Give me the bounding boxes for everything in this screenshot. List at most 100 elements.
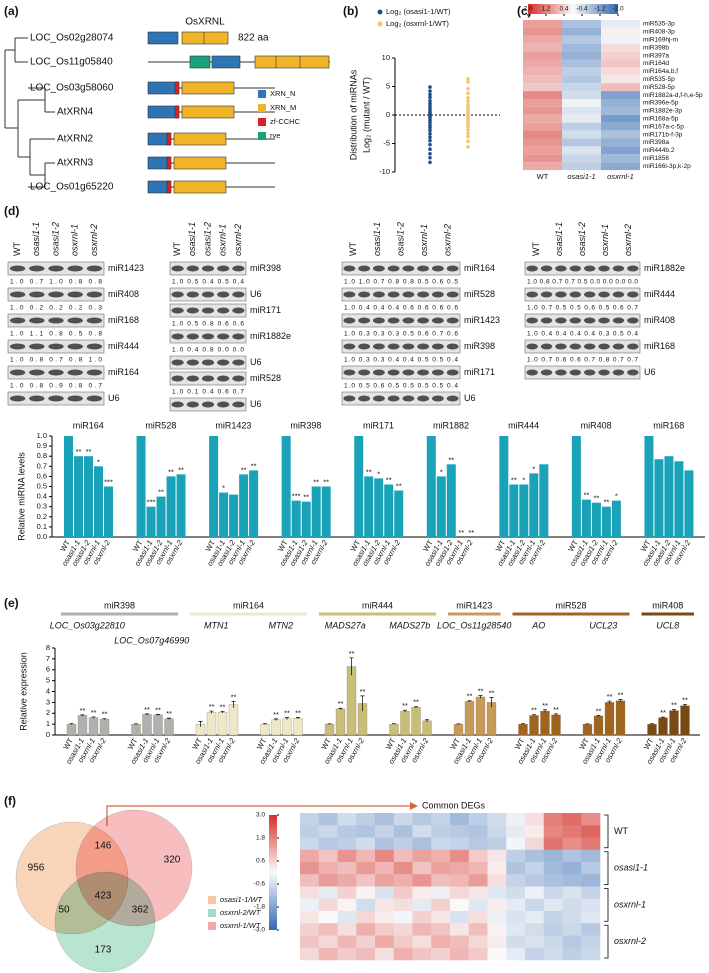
heatmap-cell (337, 837, 357, 851)
heatmap-cell (562, 898, 582, 912)
bar (228, 704, 239, 736)
blot-band (171, 291, 184, 298)
significance: ** (467, 692, 473, 701)
error-bar (532, 714, 536, 717)
bar (611, 500, 621, 537)
blot-band (201, 375, 215, 382)
heatmap-cell (523, 138, 562, 147)
blot-band (583, 369, 596, 376)
heatmap-cell (525, 898, 545, 912)
error-bar (521, 723, 525, 725)
point (466, 125, 470, 129)
group-label: osxrnl-2 (614, 936, 646, 946)
heatmap-cell (412, 862, 432, 875)
blot-band (431, 265, 444, 272)
row-label: miR164a,b,f (643, 68, 678, 75)
y-tick-label: 8 (46, 643, 50, 652)
significance: ** (220, 702, 226, 711)
venn-count: 320 (164, 855, 181, 866)
heatmap-cell (581, 923, 601, 936)
blot-band (67, 317, 83, 324)
heatmap-cell (601, 146, 640, 155)
blot-band (9, 291, 26, 298)
error-bar (403, 709, 407, 712)
significance: * (440, 467, 443, 476)
error-bar (69, 723, 74, 725)
legend-label: osxrnl-1/WT (220, 921, 262, 930)
bar (335, 708, 346, 736)
heatmap-cell (375, 898, 395, 912)
blot-band (387, 343, 400, 350)
heatmap-cell (318, 898, 338, 912)
point (428, 142, 432, 147)
lane-header: osxrnl-1 (419, 224, 429, 256)
y-tick-label: 10 (382, 53, 390, 62)
heatmap-cell (487, 947, 507, 961)
error-bar (167, 717, 171, 720)
error-bar (607, 700, 612, 704)
heatmap-cell (601, 114, 640, 123)
y-tick-label: -5 (383, 138, 390, 147)
mirna-label: miR1423 (456, 600, 492, 610)
domain-box (166, 132, 172, 146)
domain-title: OsXRNL (185, 17, 225, 28)
heatmap-cell (431, 923, 451, 936)
heatmap-cell (450, 911, 470, 924)
bar (166, 476, 176, 537)
blot-band (358, 343, 371, 350)
heatmap-cell (601, 43, 640, 52)
blot-band (402, 369, 415, 376)
error-bar (489, 697, 494, 708)
blot-band (171, 375, 184, 382)
heatmap-cell (300, 935, 320, 949)
heatmap-cell (393, 849, 413, 863)
heatmap-cell (412, 923, 432, 936)
y-tick-label: 1.0 (37, 431, 47, 440)
point (466, 139, 470, 144)
bar (464, 701, 475, 736)
domain-box (189, 55, 211, 69)
legend-label: rve (270, 131, 280, 140)
heatmap-cell (468, 862, 488, 875)
heatmap-cell (523, 20, 562, 28)
y-tick-label: 0.5 (37, 481, 47, 490)
blot-label: miR168 (108, 315, 139, 325)
heatmap-cell (523, 67, 562, 76)
blot-band (526, 369, 538, 376)
heatmap-cell (375, 825, 395, 838)
blot-band (201, 291, 215, 298)
blot-band (48, 369, 64, 376)
blot-band (387, 317, 400, 324)
heatmap-cell (356, 898, 376, 912)
error-bar (650, 723, 654, 725)
bar (591, 502, 601, 537)
blot-label: U6 (250, 357, 262, 367)
blot-band (186, 333, 199, 340)
bar (529, 473, 539, 537)
heatmap-cell (601, 75, 640, 84)
bar (260, 723, 270, 736)
point (428, 89, 432, 93)
group-label: miR408 (581, 420, 612, 430)
column-label: osasi1-1 (567, 172, 595, 181)
y-tick-label: 0.6 (37, 471, 47, 480)
heatmap-cell (431, 898, 451, 912)
heatmap-cell (318, 837, 338, 851)
heatmap-cell (562, 51, 601, 60)
blot-band (29, 343, 45, 350)
bar (680, 705, 690, 736)
mirna-label: miR528 (555, 600, 586, 610)
heatmap-cell (300, 862, 320, 875)
blot-band (569, 343, 582, 350)
point (466, 102, 470, 107)
heatmap-cell (393, 923, 413, 936)
significance: ** (144, 705, 150, 714)
heatmap-cell (543, 923, 563, 936)
legend-label: zf-CCHC (270, 117, 301, 126)
blot (341, 365, 461, 380)
blot-band (67, 265, 83, 272)
blot-band (186, 401, 199, 408)
blot-band (372, 369, 385, 376)
heatmap-cell (337, 935, 357, 949)
legend-swatch (258, 118, 266, 126)
